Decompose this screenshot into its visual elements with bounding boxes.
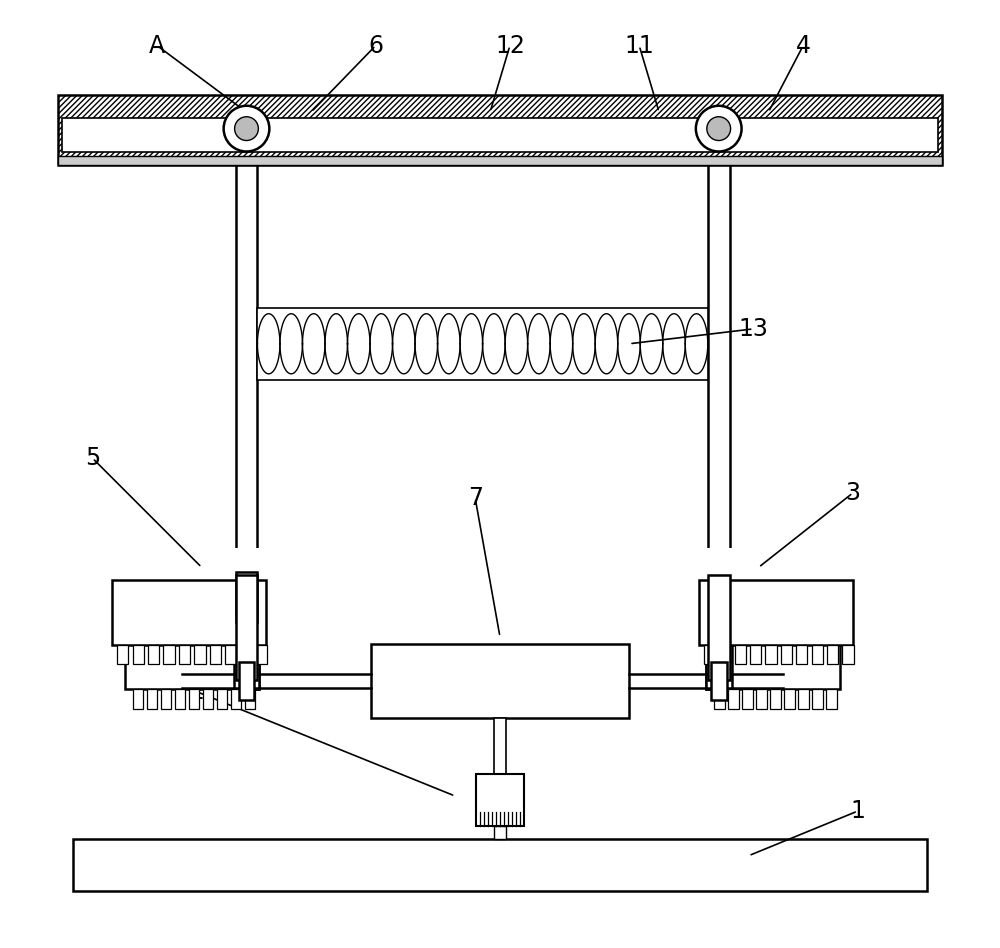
Text: 7: 7 [468, 486, 483, 510]
Bar [742, 689, 753, 708]
Text: A: A [149, 33, 165, 58]
Bar [210, 645, 221, 664]
Text: 13: 13 [739, 317, 768, 341]
Bar [257, 308, 708, 379]
Bar [189, 689, 199, 708]
Bar [827, 645, 838, 664]
Circle shape [224, 106, 269, 152]
Bar [494, 826, 506, 839]
Bar [699, 580, 853, 645]
Bar [706, 617, 840, 689]
Bar [239, 662, 254, 700]
Bar [708, 165, 730, 617]
Bar [62, 118, 938, 153]
Bar [73, 839, 927, 890]
Bar [842, 645, 854, 664]
Bar [179, 645, 190, 664]
Circle shape [707, 117, 731, 140]
Bar [58, 156, 942, 165]
Bar [217, 689, 227, 708]
Circle shape [235, 117, 258, 140]
Bar [236, 573, 257, 622]
Bar [770, 689, 781, 708]
Bar [82, 548, 430, 697]
Bar [225, 645, 236, 664]
Bar [161, 689, 171, 708]
Bar [719, 645, 730, 664]
Text: 6: 6 [368, 33, 383, 58]
Bar [784, 689, 795, 708]
Bar [148, 645, 159, 664]
Bar [58, 95, 942, 165]
Bar [163, 645, 175, 664]
Bar [245, 689, 255, 708]
Text: 5: 5 [85, 447, 100, 470]
Bar [765, 645, 777, 664]
Bar [125, 617, 259, 689]
Bar [728, 689, 739, 708]
Bar [781, 645, 792, 664]
Bar [812, 645, 823, 664]
Bar [798, 689, 809, 708]
Bar [494, 718, 506, 775]
Bar [236, 575, 257, 680]
Bar [241, 645, 252, 664]
Bar [796, 645, 807, 664]
Bar [735, 645, 746, 664]
Bar [750, 645, 761, 664]
Text: 4: 4 [796, 33, 811, 58]
Text: 3: 3 [845, 481, 860, 505]
Bar [708, 575, 730, 680]
Bar [704, 645, 715, 664]
Bar [371, 644, 629, 718]
Bar [706, 612, 732, 689]
Text: 1: 1 [850, 799, 865, 823]
Bar [234, 612, 259, 689]
Bar [711, 662, 727, 700]
Bar [756, 689, 767, 708]
Circle shape [696, 106, 742, 152]
Bar [476, 775, 524, 826]
Bar [175, 689, 185, 708]
Bar [133, 689, 143, 708]
Text: 11: 11 [624, 33, 654, 58]
Bar [112, 580, 266, 645]
Bar [203, 689, 213, 708]
Bar [231, 689, 241, 708]
Bar [117, 645, 128, 664]
Bar [133, 645, 144, 664]
Bar [812, 689, 823, 708]
Bar [826, 689, 837, 708]
Text: 2: 2 [189, 680, 204, 703]
Bar [236, 165, 257, 617]
Text: 12: 12 [495, 33, 525, 58]
Bar [714, 689, 725, 708]
Bar [147, 689, 157, 708]
Bar [550, 548, 898, 697]
Bar [256, 645, 267, 664]
Bar [194, 645, 206, 664]
